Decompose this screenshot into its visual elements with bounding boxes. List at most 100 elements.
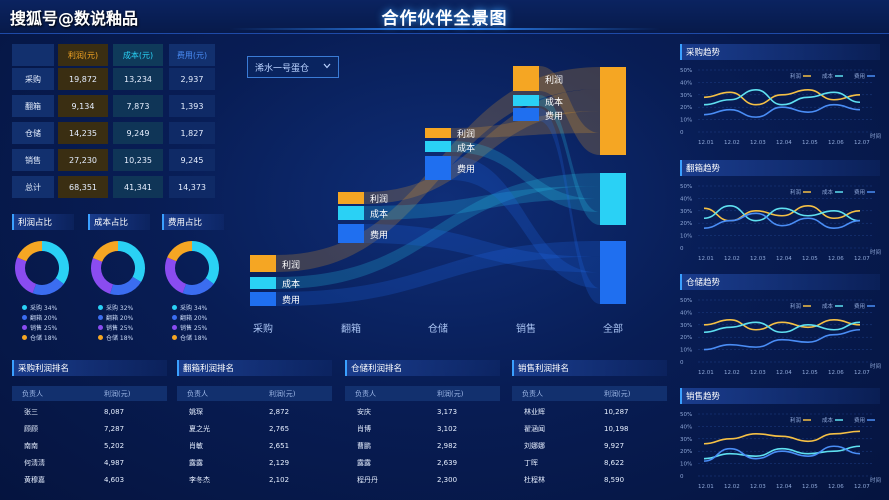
sankey-node-label: 利润	[545, 75, 564, 86]
trend-y-tick: 20%	[680, 221, 692, 227]
ranking-profit: 2,872	[269, 408, 290, 416]
ranking-row: 程丹丹 2,300	[345, 472, 500, 488]
table-cell: 1,827	[169, 122, 215, 144]
legend-label: 仓储 18%	[180, 335, 208, 342]
trend-series-line	[703, 89, 861, 106]
donut-slice	[165, 257, 187, 294]
trend-title: 翻箱趋势	[680, 160, 880, 176]
donut-legend-item: 采购 34%	[172, 303, 207, 312]
sankey-node	[338, 206, 364, 220]
legend-dot	[22, 335, 27, 340]
table-cell: 2,937	[169, 68, 215, 90]
donut-slice	[17, 241, 42, 262]
sankey-stage-label: 采购	[253, 324, 273, 335]
trend-y-tick: 50%	[680, 68, 692, 74]
ranking-row: 露露 2,129	[177, 455, 332, 471]
sankey-node-label: 成本	[457, 143, 476, 154]
table-cell: 10,235	[113, 149, 163, 171]
trend-x-axis-name: 时间	[870, 132, 881, 140]
sankey-stage-label: 销售	[516, 324, 536, 335]
ranking-profit: 3,102	[437, 425, 458, 433]
legend-dot	[22, 325, 27, 330]
ranking-profit: 2,102	[269, 476, 290, 484]
trend-y-tick: 50%	[680, 184, 692, 190]
ranking-title: 销售利润排名	[512, 360, 667, 376]
title-underline	[230, 28, 660, 30]
ranking-owner: 何淸淸	[24, 459, 45, 467]
sankey-flow	[539, 66, 600, 155]
table-corner-cell	[12, 44, 54, 66]
warehouse-dropdown[interactable]: 浠水一号蛋仓	[247, 56, 339, 78]
ranking-profit: 7,287	[104, 425, 125, 433]
table-cell: 19,872	[58, 68, 108, 90]
table-row-label: 总计	[12, 176, 54, 198]
donut-legend-item: 仓储 18%	[172, 333, 207, 342]
trend-title: 采购趋势	[680, 44, 880, 60]
trend-x-tick: 12.02	[724, 370, 740, 376]
trend-series-line	[703, 205, 861, 222]
ranking-owner: 夏之光	[189, 425, 210, 433]
donut-legend-item: 翻箱 20%	[98, 313, 133, 322]
ranking-col-profit: 利润(元)	[604, 389, 631, 398]
ranking-row: 肖敏 2,651	[177, 438, 332, 454]
donut-legend-item: 翻箱 20%	[172, 313, 207, 322]
trend-x-tick: 12.02	[724, 484, 740, 490]
donut-legend-item: 销售 25%	[22, 323, 57, 332]
table-cell: 14,235	[58, 122, 108, 144]
sankey-nodes	[250, 66, 626, 306]
trend-legend-label: 费用	[854, 188, 865, 196]
ranking-row: 刘娜娜 9,927	[512, 438, 667, 454]
legend-dot	[172, 305, 177, 310]
trend-y-tick: 40%	[680, 310, 692, 316]
sankey-node	[513, 66, 539, 91]
legend-label: 仓储 18%	[106, 335, 134, 342]
ranking-header-row: 负责人 利润(元)	[345, 386, 500, 401]
ranking-owner: 黄穆嘉	[24, 476, 45, 484]
ranking-owner: 林业辉	[524, 408, 545, 416]
trend-legend-label: 成本	[822, 72, 834, 80]
trend-y-tick: 20%	[680, 449, 692, 455]
ranking-col-owner: 负责人	[355, 389, 376, 398]
ranking-owner: 程丹丹	[357, 476, 378, 484]
ranking-owner: 翟涵闻	[524, 425, 545, 433]
sankey-node	[338, 192, 364, 204]
sankey-flow	[451, 111, 600, 138]
sankey-total-node	[600, 67, 626, 155]
sankey-total-node	[600, 241, 626, 304]
donut-slice	[118, 241, 145, 283]
legend-label: 销售 25%	[180, 325, 208, 332]
trend-x-tick: 12.02	[724, 140, 740, 146]
trend-y-tick: 30%	[680, 209, 692, 215]
trend-legend-label: 利润	[790, 188, 802, 196]
trend-title: 销售趋势	[680, 388, 880, 404]
sankey-flow	[539, 108, 600, 304]
trend-x-tick: 12.05	[802, 256, 818, 262]
ranking-row: 李冬杰 2,102	[177, 472, 332, 488]
donut-title: 费用占比	[162, 214, 224, 230]
trend-x-tick: 12.03	[750, 256, 766, 262]
trend-y-tick: 10%	[680, 118, 692, 124]
legend-dot	[98, 305, 103, 310]
table-row-label: 销售	[12, 149, 54, 171]
trend-legend-label: 费用	[854, 416, 865, 424]
trend-x-tick: 12.07	[854, 370, 870, 376]
ranking-profit: 4,987	[104, 459, 125, 467]
sankey-flow	[276, 241, 600, 306]
trend-x-tick: 12.01	[698, 370, 714, 376]
sankey-flow	[539, 95, 600, 225]
ranking-row: 丁晖 8,622	[512, 455, 667, 471]
ranking-owner: 张三	[24, 408, 38, 416]
ranking-header-row: 负责人 利润(元)	[177, 386, 332, 401]
sankey-node-label: 利润	[457, 130, 476, 140]
trend-series-line	[703, 430, 861, 445]
legend-dot	[98, 315, 103, 320]
trend-y-tick: 30%	[680, 93, 692, 99]
legend-dot	[98, 325, 103, 330]
legend-label: 翻箱 20%	[180, 315, 208, 322]
donut-legend-item: 采购 34%	[22, 303, 57, 312]
ranking-row: 夏之光 2,765	[177, 421, 332, 437]
ranking-row: 南南 5,202	[12, 438, 167, 454]
ranking-owner: 肖敏	[189, 442, 203, 450]
ranking-owner: 刘娜娜	[524, 442, 545, 450]
trend-legend-label: 费用	[854, 302, 865, 310]
